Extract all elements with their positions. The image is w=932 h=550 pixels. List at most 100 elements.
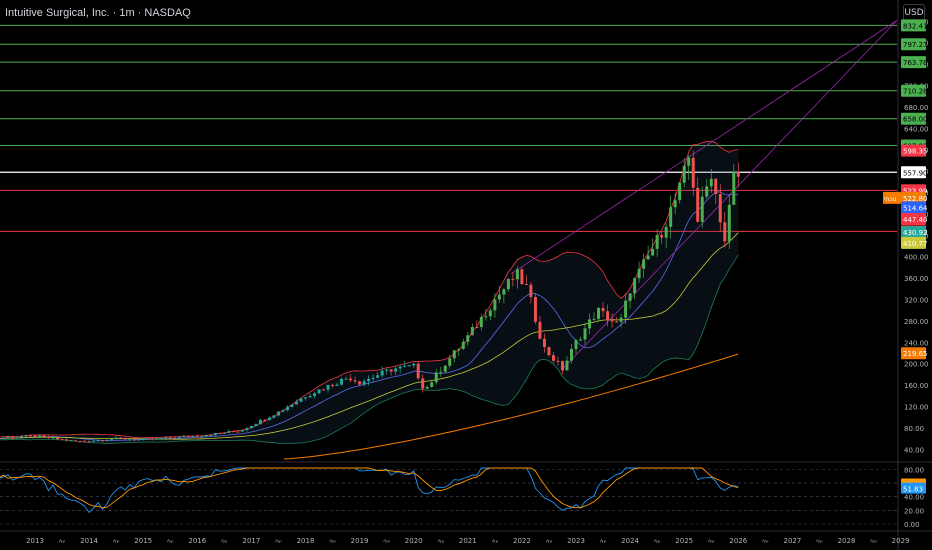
candle-body xyxy=(520,269,524,284)
chart-title: Intuitive Surgical, Inc. · 1m · NASDAQ xyxy=(5,7,191,19)
candle-body xyxy=(538,321,542,339)
rsi-tick-label: 20.00 xyxy=(904,507,924,515)
y-tick-label: 640.00 xyxy=(904,125,929,133)
candle-body xyxy=(723,222,727,242)
candle-body xyxy=(466,335,470,342)
candle-body xyxy=(524,283,528,285)
candle-body xyxy=(191,436,195,438)
price-badge-label: 522.80 xyxy=(903,195,928,203)
candle-body xyxy=(597,307,601,319)
x-tick-label: 2019 xyxy=(351,537,369,545)
price-badge-label: 447.40 xyxy=(903,216,928,224)
x-tick-label: 2015 xyxy=(134,537,152,545)
candle-body xyxy=(47,436,51,438)
x-tick-label: 2023 xyxy=(567,537,585,545)
fan-line-upper xyxy=(510,19,898,275)
candle-body xyxy=(669,207,673,227)
candle-body xyxy=(714,178,718,195)
price-badge-prefix: נוכחי xyxy=(884,196,896,203)
price-badge-prefix-bg xyxy=(883,191,901,204)
candle-body xyxy=(529,284,533,298)
candle-body xyxy=(69,440,73,442)
candle-body xyxy=(448,358,452,366)
x-tick-label: 2028 xyxy=(838,537,856,545)
candle-body xyxy=(60,439,64,441)
candle-body xyxy=(128,439,132,441)
candle-body xyxy=(443,365,447,372)
fan-line-lower xyxy=(562,20,898,370)
candle-body xyxy=(290,404,294,407)
candle-body xyxy=(502,289,506,295)
candle-body xyxy=(285,406,289,411)
candle-body xyxy=(119,437,123,439)
x-mid-tick-label: יולי xyxy=(59,539,65,545)
candle-body xyxy=(267,417,271,421)
x-tick-label: 2022 xyxy=(513,537,531,545)
candle-body xyxy=(213,433,217,436)
candle-body xyxy=(637,268,641,279)
candle-body xyxy=(624,300,628,318)
candle-body xyxy=(452,350,456,359)
candle-body xyxy=(610,320,614,322)
price-badge xyxy=(901,213,926,226)
level-badge xyxy=(901,112,926,125)
x-mid-tick-label: יולי xyxy=(492,539,498,545)
candle-body xyxy=(245,428,249,431)
candle-body xyxy=(254,424,258,427)
candle-body xyxy=(272,415,276,418)
x-mid-tick-label: יולי xyxy=(329,539,335,545)
candle-body xyxy=(588,319,592,329)
candle-body xyxy=(380,370,384,376)
x-tick-label: 2020 xyxy=(405,537,423,545)
candle-body xyxy=(150,438,154,440)
x-mid-tick-label: יולי xyxy=(708,539,714,545)
candle-body xyxy=(186,436,190,438)
candle-body xyxy=(691,157,695,188)
x-mid-tick-label: יולי xyxy=(870,539,876,545)
candle-body xyxy=(515,269,519,280)
level-badge xyxy=(901,19,926,32)
candle-body xyxy=(547,346,551,356)
candle-body xyxy=(506,278,510,290)
price-badge-label: 410.77 xyxy=(903,240,928,248)
x-mid-tick-label: יולי xyxy=(383,539,389,545)
x-tick-label: 2026 xyxy=(729,537,747,545)
x-mid-tick-label: יולי xyxy=(654,539,660,545)
x-mid-tick-label: יולי xyxy=(167,539,173,545)
candle-body xyxy=(583,328,587,340)
candle-body xyxy=(660,235,664,238)
candle-body xyxy=(655,235,659,249)
candle-body xyxy=(326,385,330,390)
candle-body xyxy=(132,439,136,441)
price-badge-label: 598.35 xyxy=(903,148,928,156)
candle-body xyxy=(682,165,686,183)
candle-body xyxy=(475,326,479,328)
candle-body xyxy=(479,316,483,328)
candle-body xyxy=(579,339,583,341)
x-tick-label: 2018 xyxy=(297,537,315,545)
candle-body xyxy=(736,171,740,177)
candle-body xyxy=(155,438,159,440)
y-tick-label: 80.00 xyxy=(904,425,924,433)
y-tick-label: 240.00 xyxy=(904,339,929,347)
level-badge xyxy=(901,38,926,51)
level-badge xyxy=(901,84,926,97)
candle-body xyxy=(177,436,181,438)
candle-body xyxy=(705,186,709,197)
candle-body xyxy=(556,360,560,362)
candle-body xyxy=(146,438,150,440)
candle-body xyxy=(619,317,623,322)
candle-body xyxy=(412,363,416,366)
candle-body xyxy=(249,426,253,429)
candle-body xyxy=(65,439,69,441)
x-tick-label: 2017 xyxy=(242,537,260,545)
candle-body xyxy=(371,377,375,379)
candle-body xyxy=(349,378,353,381)
x-mid-tick-label: יולי xyxy=(600,539,606,545)
price-badge xyxy=(901,236,926,249)
price-badge xyxy=(901,144,926,157)
candle-body xyxy=(209,435,213,437)
candle-body xyxy=(159,438,163,440)
candle-body xyxy=(114,437,118,440)
